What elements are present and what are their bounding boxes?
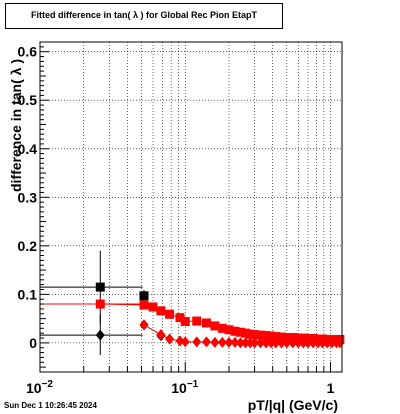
data-point-square (256, 330, 266, 340)
data-point-diamond (235, 337, 245, 349)
data-point-diamond (180, 336, 190, 348)
x-tick-label: 10−2 (26, 379, 53, 396)
data-point-square (230, 326, 240, 336)
data-point-square (266, 331, 276, 341)
data-point-diamond (327, 337, 337, 349)
y-tick-label: 0.2 (18, 238, 38, 254)
data-point-square (217, 323, 227, 333)
data-point-diamond (298, 337, 308, 349)
data-point-diamond (156, 329, 166, 341)
y-tick-label: 0.4 (18, 141, 38, 157)
data-point-diamond (201, 336, 211, 348)
data-point-diamond (303, 337, 313, 349)
y-tick-label: 0 (29, 335, 37, 351)
data-point-square (95, 299, 105, 309)
y-tick-label: 0.6 (18, 44, 38, 60)
data-point-square (148, 302, 158, 312)
data-point-diamond (261, 337, 271, 349)
data-point-square (139, 300, 149, 310)
data-point-diamond (250, 337, 260, 349)
data-point-diamond (139, 319, 149, 331)
data-point-square (165, 309, 175, 319)
chart-title-box: Fitted difference in tan( λ ) for Global… (5, 3, 283, 29)
data-point-diamond (271, 337, 281, 349)
data-point-square (271, 332, 281, 342)
x-axis-title: pT/|q| (GeV/c) (248, 397, 338, 413)
y-axis-title: difference in tan( λ ) (8, 59, 24, 192)
data-point-diamond (277, 337, 287, 349)
data-point-square (261, 331, 271, 341)
timestamp: Sun Dec 1 10:26:45 2024 (4, 401, 97, 410)
data-point-diamond (266, 337, 276, 349)
data-point-diamond (224, 336, 234, 348)
data-point-diamond (192, 336, 202, 348)
data-point-diamond (317, 337, 327, 349)
data-point-square (95, 282, 105, 292)
data-point-square (241, 328, 251, 338)
data-point-square (180, 317, 190, 327)
data-point-diamond (293, 337, 303, 349)
x-tick-label: 10−1 (171, 379, 198, 396)
chart-title: Fitted difference in tan( λ ) for Global… (30, 10, 258, 20)
data-point-diamond (241, 337, 251, 349)
data-point-diamond (95, 329, 105, 341)
grid (39, 42, 342, 372)
data-point-square (277, 332, 287, 342)
data-point-square (235, 327, 245, 337)
data-point-diamond (308, 337, 318, 349)
data-point-square (250, 330, 260, 340)
y-tick-label: 0.1 (18, 286, 38, 302)
data-point-diamond (256, 337, 266, 349)
data-point-diamond (288, 337, 298, 349)
plot-frame (39, 41, 343, 373)
data-point-square (192, 316, 202, 326)
data-point-square (201, 318, 211, 328)
data-point-square (156, 306, 166, 316)
axes: 0 0.1 0.2 0.3 0.4 0.5 0.6 10−2 10−1 1 (18, 41, 335, 396)
data-point-diamond (210, 336, 220, 348)
y-tick-label: 0.3 (18, 189, 38, 205)
data-point-diamond (217, 336, 227, 348)
data-point-square (210, 321, 220, 331)
x-tick-label: 1 (327, 380, 335, 396)
data-point-diamond (165, 333, 175, 345)
data-series (40, 250, 345, 356)
data-point-diamond (230, 336, 240, 348)
data-point-square (224, 325, 234, 335)
data-point-square (139, 291, 149, 301)
data-point-square (175, 313, 185, 323)
y-tick-label: 0.5 (18, 92, 38, 108)
data-point-diamond (282, 337, 292, 349)
